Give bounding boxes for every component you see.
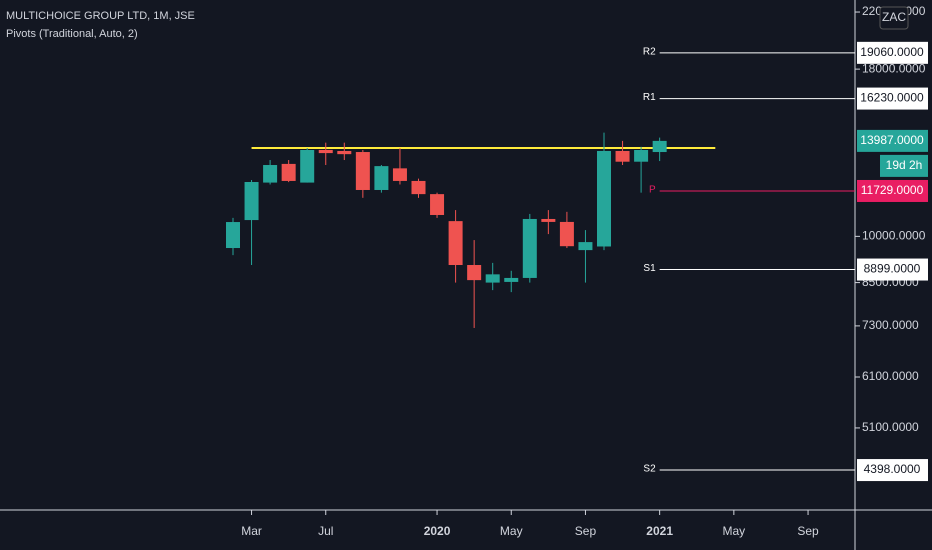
candle-body xyxy=(615,150,630,162)
candle-body xyxy=(559,221,574,247)
y-tick-label: 10000.0000 xyxy=(862,229,926,243)
candle-body xyxy=(263,165,278,183)
candle-body xyxy=(318,149,333,154)
x-tick-label: May xyxy=(723,524,746,538)
candle-body xyxy=(226,222,240,249)
x-tick-label: Sep xyxy=(797,524,819,538)
candle-body xyxy=(281,163,296,181)
pivot-price-label: 11729.0000 xyxy=(861,183,924,197)
candle-body xyxy=(467,265,482,281)
candle-body xyxy=(522,218,537,278)
x-tick-label: 2020 xyxy=(424,524,451,538)
candle-body xyxy=(337,150,352,155)
pivot-price-label: 19060.0000 xyxy=(860,45,924,59)
x-tick-label: Jul xyxy=(318,524,333,538)
candle-body xyxy=(448,221,463,266)
pivot-name: P xyxy=(649,185,656,196)
x-tick-label: Mar xyxy=(241,524,262,538)
candle-body xyxy=(300,150,315,183)
x-tick-label: 2021 xyxy=(646,524,673,538)
candle-body xyxy=(392,168,407,181)
last-price-label: 13987.0000 xyxy=(860,133,924,147)
pivot-name: S1 xyxy=(643,263,656,274)
currency-box xyxy=(879,6,909,30)
pivot-price-label: 8899.0000 xyxy=(864,262,921,276)
indicator-label: Pivots (Traditional, Auto, 2) xyxy=(6,28,138,40)
x-tick-label: Sep xyxy=(575,524,597,538)
pivot-price-box xyxy=(857,179,928,202)
x-tick-label: May xyxy=(500,524,523,538)
candle-body xyxy=(504,277,519,282)
candle-body xyxy=(411,180,426,195)
pivot-name: S2 xyxy=(643,464,656,475)
y-tick-label: 7300.0000 xyxy=(862,318,919,332)
candle-body xyxy=(244,182,259,221)
last-price-box xyxy=(857,129,928,152)
pivot-price-box xyxy=(857,41,928,64)
candle-body xyxy=(541,218,556,222)
candle-body xyxy=(634,150,649,162)
y-tick-label: 5100.0000 xyxy=(862,420,919,434)
candle-body xyxy=(355,152,370,190)
countdown-label: 19d 2h xyxy=(886,158,923,172)
pivot-price-box xyxy=(857,87,928,110)
candle-body xyxy=(652,140,667,153)
candle-body xyxy=(578,242,593,251)
y-tick-label: 18000.0000 xyxy=(862,61,926,75)
pivot-price-box xyxy=(857,459,928,482)
y-tick-label: 6100.0000 xyxy=(862,369,919,383)
candle-body xyxy=(597,150,611,247)
pivot-name: R1 xyxy=(643,92,656,103)
pivot-name: R2 xyxy=(643,46,656,57)
candle-body xyxy=(374,166,389,190)
pivot-price-label: 4398.0000 xyxy=(864,462,921,476)
countdown-box xyxy=(880,154,928,177)
candle-body xyxy=(430,194,445,215)
currency-label: ZAC xyxy=(882,10,906,24)
pivot-price-label: 16230.0000 xyxy=(860,91,924,105)
chart-title: MULTICHOICE GROUP LTD, 1M, JSE xyxy=(6,10,195,22)
pivot-price-box xyxy=(857,258,928,281)
candle-body xyxy=(485,274,500,283)
